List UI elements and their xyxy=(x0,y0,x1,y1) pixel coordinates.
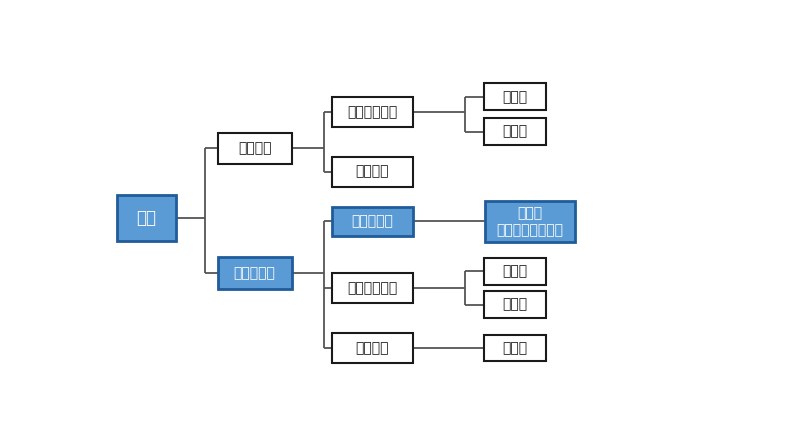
Text: 電気式溶射: 電気式溶射 xyxy=(234,266,276,280)
Text: 線爆溶射: 線爆溶射 xyxy=(356,341,389,355)
Text: 溶線式: 溶線式 xyxy=(503,90,527,104)
Text: 溶棒式: 溶棒式 xyxy=(503,125,527,139)
FancyBboxPatch shape xyxy=(332,333,412,363)
Text: 溶線式: 溶線式 xyxy=(503,341,527,355)
Text: フレーム溶射: フレーム溶射 xyxy=(348,105,397,119)
Text: ガス溶射: ガス溶射 xyxy=(238,141,272,156)
FancyBboxPatch shape xyxy=(484,334,546,361)
Text: 爆発溶射: 爆発溶射 xyxy=(356,165,389,178)
Text: 粉末式: 粉末式 xyxy=(503,264,527,278)
Text: プラズマ溶射: プラズマ溶射 xyxy=(348,281,397,295)
FancyBboxPatch shape xyxy=(217,257,292,289)
Text: 溶線式
（常温金属溶射）: 溶線式 （常温金属溶射） xyxy=(497,206,564,237)
FancyBboxPatch shape xyxy=(485,201,575,242)
FancyBboxPatch shape xyxy=(217,133,292,164)
Text: 溶射: 溶射 xyxy=(137,209,157,227)
FancyBboxPatch shape xyxy=(332,273,412,303)
FancyBboxPatch shape xyxy=(332,97,412,127)
Text: アーク溶射: アーク溶射 xyxy=(352,214,393,229)
FancyBboxPatch shape xyxy=(332,206,412,236)
FancyBboxPatch shape xyxy=(484,83,546,110)
FancyBboxPatch shape xyxy=(484,118,546,145)
FancyBboxPatch shape xyxy=(484,258,546,285)
FancyBboxPatch shape xyxy=(117,195,176,241)
FancyBboxPatch shape xyxy=(332,157,412,187)
Text: 溶線式: 溶線式 xyxy=(503,298,527,311)
FancyBboxPatch shape xyxy=(484,291,546,318)
